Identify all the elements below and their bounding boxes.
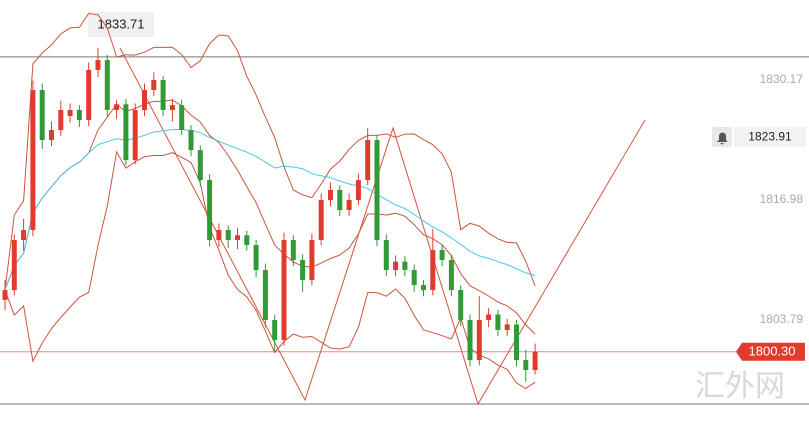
bollinger-lower bbox=[4, 150, 536, 390]
candle-body bbox=[235, 235, 240, 241]
candle-body bbox=[197, 150, 203, 181]
candle-body bbox=[225, 230, 231, 241]
candle-body bbox=[300, 260, 306, 281]
candle-body bbox=[346, 199, 352, 210]
candle-body bbox=[290, 240, 296, 261]
candle-body bbox=[309, 240, 315, 281]
alert-box bbox=[734, 127, 806, 147]
moving-average bbox=[4, 129, 536, 291]
candle-body bbox=[374, 140, 380, 241]
candle-body bbox=[151, 79, 157, 90]
candle-body bbox=[86, 69, 92, 121]
candle-body bbox=[448, 260, 454, 291]
candle-body bbox=[532, 351, 538, 371]
candle-body bbox=[430, 250, 436, 291]
high-label: 1833.71 bbox=[98, 16, 145, 31]
candle-body bbox=[169, 105, 175, 111]
bollinger-middle bbox=[4, 99, 536, 335]
candle-body bbox=[328, 189, 333, 200]
current-price-label: 1800.30 bbox=[749, 344, 796, 359]
candle-body bbox=[160, 79, 166, 111]
candle-body bbox=[458, 290, 464, 321]
candle-body bbox=[11, 240, 17, 291]
candle-body bbox=[207, 180, 213, 241]
candle-body bbox=[39, 89, 45, 141]
candle-body bbox=[383, 240, 389, 271]
candle-body bbox=[67, 110, 73, 117]
candle-body bbox=[262, 270, 268, 321]
candle-body bbox=[337, 189, 343, 210]
bollinger-upper bbox=[4, 12, 536, 291]
candle-body bbox=[365, 140, 371, 181]
candle-body bbox=[114, 104, 120, 111]
candle-body bbox=[253, 245, 259, 271]
candle-body bbox=[281, 240, 287, 341]
candle-body bbox=[132, 110, 138, 161]
alert-price: 1823.91 bbox=[748, 130, 792, 144]
y-tick-label: 1803.79 bbox=[760, 312, 804, 326]
candle-body bbox=[142, 89, 147, 111]
candle-body bbox=[467, 320, 473, 361]
candle-body bbox=[318, 199, 324, 241]
candle-body bbox=[486, 314, 492, 321]
candle-body bbox=[439, 250, 445, 261]
y-tick-label: 1830.17 bbox=[760, 72, 804, 86]
candle-body bbox=[272, 320, 278, 341]
alert-icon bbox=[712, 127, 732, 147]
candle-body bbox=[104, 60, 110, 111]
watermark: 汇外网 bbox=[695, 369, 785, 404]
candle-body bbox=[21, 230, 27, 241]
candle-body bbox=[216, 230, 222, 241]
candle-body bbox=[355, 180, 361, 200]
candle-body bbox=[504, 324, 510, 331]
candle-body bbox=[393, 261, 399, 271]
candle-body bbox=[411, 270, 417, 286]
candle-body bbox=[58, 110, 64, 131]
candle-body bbox=[402, 261, 408, 271]
trend-drawing bbox=[119, 47, 646, 406]
candle-body bbox=[30, 89, 36, 231]
candle-body bbox=[76, 110, 82, 121]
candle-body bbox=[123, 104, 129, 161]
candle-body bbox=[95, 60, 101, 70]
candle-body bbox=[244, 235, 250, 246]
candle-body bbox=[421, 285, 426, 291]
candle-body bbox=[188, 130, 194, 151]
y-tick-label: 1816.98 bbox=[760, 192, 804, 206]
candle-body bbox=[49, 130, 54, 141]
candle-body bbox=[2, 290, 8, 300]
current-price-box bbox=[736, 342, 805, 361]
candle-body bbox=[476, 320, 482, 361]
high-label-box bbox=[88, 12, 154, 37]
candle-body bbox=[179, 105, 185, 131]
candle-body bbox=[523, 360, 529, 371]
candle-body bbox=[514, 324, 519, 361]
candle-body bbox=[495, 314, 501, 331]
